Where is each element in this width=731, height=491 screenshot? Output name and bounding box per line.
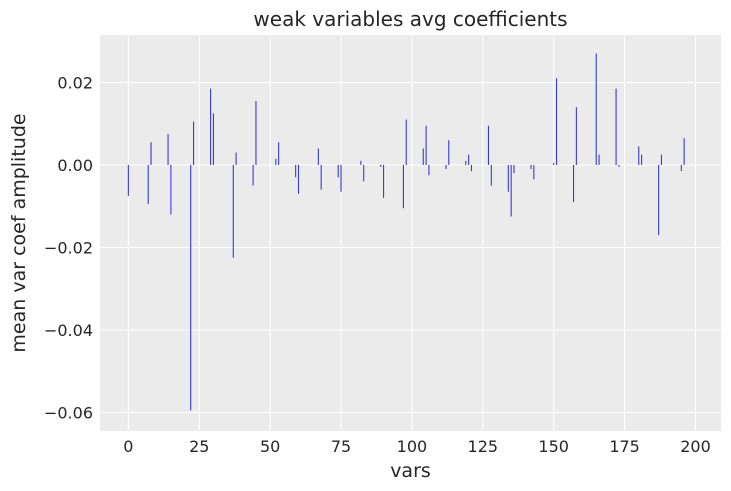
bar <box>660 154 663 165</box>
bar <box>380 164 382 167</box>
bar <box>618 164 620 167</box>
bar <box>190 164 192 411</box>
bar <box>572 164 575 203</box>
bar <box>555 78 558 165</box>
bar <box>615 88 617 165</box>
bar <box>360 160 362 165</box>
x-tick-label: 150 <box>538 437 569 456</box>
x-tick-label: 25 <box>189 437 209 456</box>
bar <box>487 125 490 165</box>
x-axis-ticks: 0 25 50 75 100 125 150 175 200 <box>123 437 710 456</box>
bar <box>295 164 297 178</box>
x-tick-label: 175 <box>609 437 640 456</box>
chart-title: weak variables avg coefficients <box>253 7 567 31</box>
x-tick-label: 75 <box>331 437 351 456</box>
bar <box>507 164 509 192</box>
bar <box>147 164 149 205</box>
bar <box>530 164 532 170</box>
bar <box>150 142 152 165</box>
bar <box>513 164 515 174</box>
bar <box>533 164 535 180</box>
y-tick-label: −0.02 <box>44 238 93 257</box>
bar <box>235 152 237 165</box>
bar <box>275 158 277 165</box>
bar <box>470 164 473 172</box>
bar <box>210 88 212 165</box>
bar <box>638 146 640 165</box>
bar <box>428 164 430 176</box>
y-tick-label: −0.04 <box>44 321 93 340</box>
bar <box>255 101 257 165</box>
y-tick-label: −0.06 <box>44 403 93 422</box>
plot-area <box>100 35 721 431</box>
bar <box>193 121 195 165</box>
bars <box>127 53 685 411</box>
bar <box>595 53 597 165</box>
bar <box>402 164 404 209</box>
y-tick-label: 0.02 <box>57 73 93 92</box>
bar <box>167 134 169 165</box>
bar <box>553 162 555 165</box>
bar <box>363 164 365 182</box>
x-axis-label: vars <box>390 460 431 482</box>
bar <box>252 164 254 186</box>
x-tick-label: 100 <box>397 437 428 456</box>
bar <box>317 148 319 165</box>
bar <box>212 113 214 165</box>
x-tick-label: 50 <box>260 437 280 456</box>
bar <box>448 140 450 165</box>
x-tick-label: 200 <box>680 437 711 456</box>
y-axis-ticks: −0.06 −0.04 −0.02 0.00 0.02 <box>44 73 93 422</box>
bar <box>278 142 280 165</box>
grid <box>100 35 721 431</box>
bar <box>575 107 577 165</box>
bar <box>320 164 322 190</box>
bar <box>510 164 512 217</box>
bar <box>490 164 492 186</box>
x-tick-label: 125 <box>468 437 499 456</box>
bar <box>232 164 234 258</box>
y-tick-label: 0.00 <box>57 156 93 175</box>
bar <box>680 164 682 172</box>
bar <box>425 125 427 165</box>
bar <box>127 164 129 196</box>
bar <box>658 164 660 236</box>
bar <box>337 164 339 178</box>
bar <box>297 164 300 194</box>
bar <box>383 164 385 198</box>
bar <box>465 160 467 165</box>
bar <box>445 164 447 170</box>
bar <box>405 119 407 165</box>
bar <box>422 148 424 165</box>
bar <box>468 154 470 165</box>
bar <box>641 154 643 165</box>
bar <box>170 164 172 215</box>
bar <box>683 138 685 165</box>
bar <box>340 164 342 192</box>
bar <box>598 154 600 165</box>
x-tick-label: 0 <box>123 437 133 456</box>
y-axis-label: mean var coef amplitude <box>8 113 30 352</box>
